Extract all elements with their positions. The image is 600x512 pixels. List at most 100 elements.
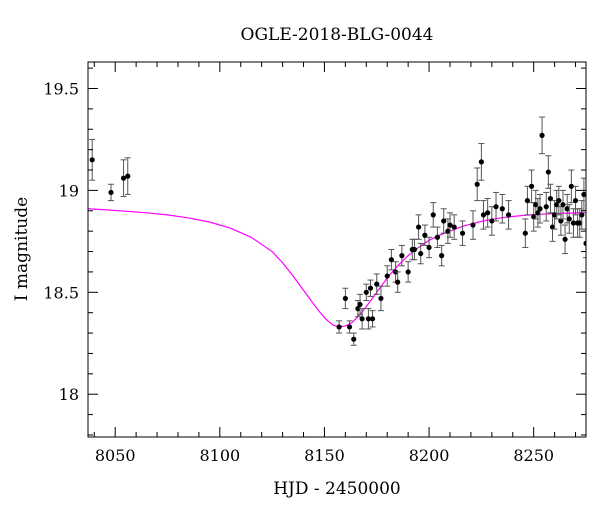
data-point bbox=[568, 169, 575, 204]
data-point bbox=[421, 224, 428, 246]
data-marker bbox=[533, 202, 539, 208]
data-marker bbox=[558, 218, 564, 224]
data-marker bbox=[441, 218, 447, 224]
x-tick-label: 8150 bbox=[304, 446, 345, 465]
data-point bbox=[545, 155, 552, 189]
data-point bbox=[505, 200, 512, 230]
data-point bbox=[438, 244, 445, 267]
model-curve bbox=[88, 208, 586, 328]
data-point bbox=[539, 116, 546, 155]
data-point bbox=[398, 244, 405, 267]
data-point bbox=[394, 271, 401, 293]
x-tick-label: 8100 bbox=[199, 446, 240, 465]
data-point bbox=[388, 249, 395, 271]
data-marker bbox=[336, 324, 342, 330]
data-point bbox=[359, 308, 366, 330]
plot-area bbox=[88, 116, 586, 346]
data-marker bbox=[583, 240, 586, 246]
data-marker bbox=[120, 175, 127, 181]
data-marker bbox=[524, 197, 531, 204]
data-marker bbox=[566, 216, 572, 222]
data-marker bbox=[537, 206, 543, 212]
data-marker bbox=[564, 206, 570, 212]
data-marker bbox=[108, 189, 114, 196]
data-marker bbox=[499, 206, 505, 212]
data-marker bbox=[89, 157, 95, 163]
data-point bbox=[440, 208, 447, 234]
data-marker bbox=[346, 324, 353, 330]
y-axis-label: I magnitude bbox=[12, 197, 32, 301]
data-marker bbox=[395, 279, 401, 285]
data-point bbox=[566, 204, 573, 234]
data-marker bbox=[547, 195, 554, 202]
data-point bbox=[108, 183, 115, 202]
data-point bbox=[474, 167, 481, 202]
data-marker bbox=[384, 273, 390, 279]
data-point bbox=[426, 236, 433, 259]
data-marker bbox=[125, 173, 131, 179]
data-marker bbox=[552, 212, 558, 218]
data-points bbox=[89, 116, 586, 346]
y-tick-label: 19.5 bbox=[43, 79, 79, 98]
data-point bbox=[480, 200, 487, 230]
data-marker bbox=[355, 306, 361, 312]
data-point bbox=[583, 228, 586, 259]
data-point bbox=[553, 189, 560, 220]
data-point bbox=[559, 189, 566, 220]
data-point bbox=[384, 265, 391, 287]
data-point bbox=[342, 287, 349, 310]
data-point bbox=[120, 159, 127, 198]
data-point bbox=[578, 200, 585, 230]
data-marker bbox=[378, 295, 384, 302]
data-point bbox=[524, 185, 531, 216]
data-marker bbox=[478, 159, 484, 165]
data-point bbox=[357, 293, 364, 316]
data-marker bbox=[367, 285, 374, 291]
data-marker bbox=[489, 218, 495, 224]
data-marker bbox=[363, 289, 369, 295]
data-marker bbox=[570, 220, 577, 226]
data-marker bbox=[418, 250, 424, 257]
data-point bbox=[536, 193, 543, 224]
data-point bbox=[522, 218, 529, 248]
data-marker bbox=[342, 295, 348, 302]
data-point bbox=[124, 157, 131, 195]
y-tick-label: 18 bbox=[59, 385, 79, 404]
data-point bbox=[363, 283, 370, 301]
data-marker bbox=[359, 316, 365, 322]
data-point bbox=[543, 191, 550, 222]
data-point bbox=[417, 242, 424, 265]
data-marker bbox=[434, 234, 441, 240]
data-marker bbox=[480, 212, 487, 218]
data-marker bbox=[405, 269, 411, 275]
data-point bbox=[350, 332, 357, 346]
x-tick-label: 8250 bbox=[513, 446, 554, 465]
data-marker bbox=[451, 224, 457, 230]
data-marker bbox=[535, 210, 541, 216]
data-point bbox=[499, 193, 506, 224]
data-marker bbox=[374, 281, 380, 287]
data-marker bbox=[439, 253, 445, 259]
data-marker bbox=[447, 222, 453, 228]
data-marker bbox=[539, 132, 545, 138]
x-axis-label: HJD - 2450000 bbox=[273, 479, 401, 499]
data-point bbox=[459, 220, 466, 246]
data-marker bbox=[485, 210, 491, 216]
data-marker bbox=[543, 204, 549, 210]
data-marker bbox=[531, 214, 537, 220]
data-point bbox=[484, 198, 491, 228]
y-tick-label: 19 bbox=[59, 181, 79, 200]
data-point bbox=[478, 143, 485, 181]
data-marker bbox=[545, 169, 551, 175]
data-marker bbox=[422, 232, 428, 238]
data-point bbox=[562, 224, 569, 255]
x-tick-label: 8050 bbox=[95, 446, 136, 465]
data-marker bbox=[572, 197, 579, 204]
data-point bbox=[89, 138, 96, 181]
data-point bbox=[336, 320, 343, 334]
data-marker bbox=[411, 246, 418, 253]
data-point bbox=[446, 212, 453, 238]
data-marker bbox=[369, 316, 376, 322]
data-marker bbox=[568, 183, 574, 189]
